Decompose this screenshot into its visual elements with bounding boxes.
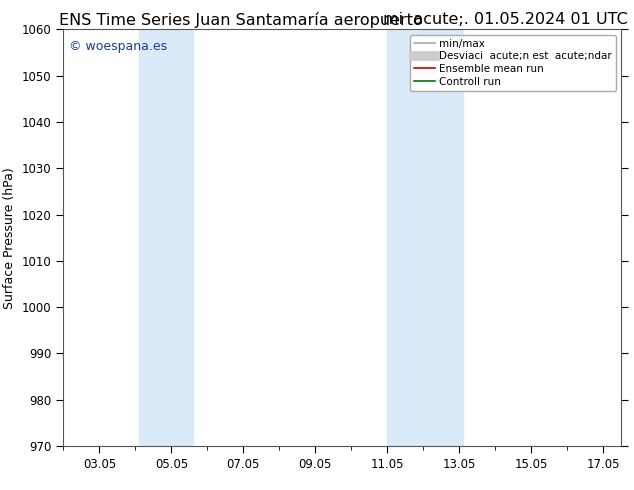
Bar <box>139 29 193 446</box>
Text: © woespana.es: © woespana.es <box>69 40 167 53</box>
Bar <box>387 29 463 446</box>
Y-axis label: Surface Pressure (hPa): Surface Pressure (hPa) <box>3 167 16 309</box>
Text: mi  acute;. 01.05.2024 01 UTC: mi acute;. 01.05.2024 01 UTC <box>383 12 628 27</box>
Legend: min/max, Desviaci  acute;n est  acute;ndar, Ensemble mean run, Controll run: min/max, Desviaci acute;n est acute;ndar… <box>410 35 616 91</box>
Text: ENS Time Series Juan Santamaría aeropuerto: ENS Time Series Juan Santamaría aeropuer… <box>59 12 423 28</box>
